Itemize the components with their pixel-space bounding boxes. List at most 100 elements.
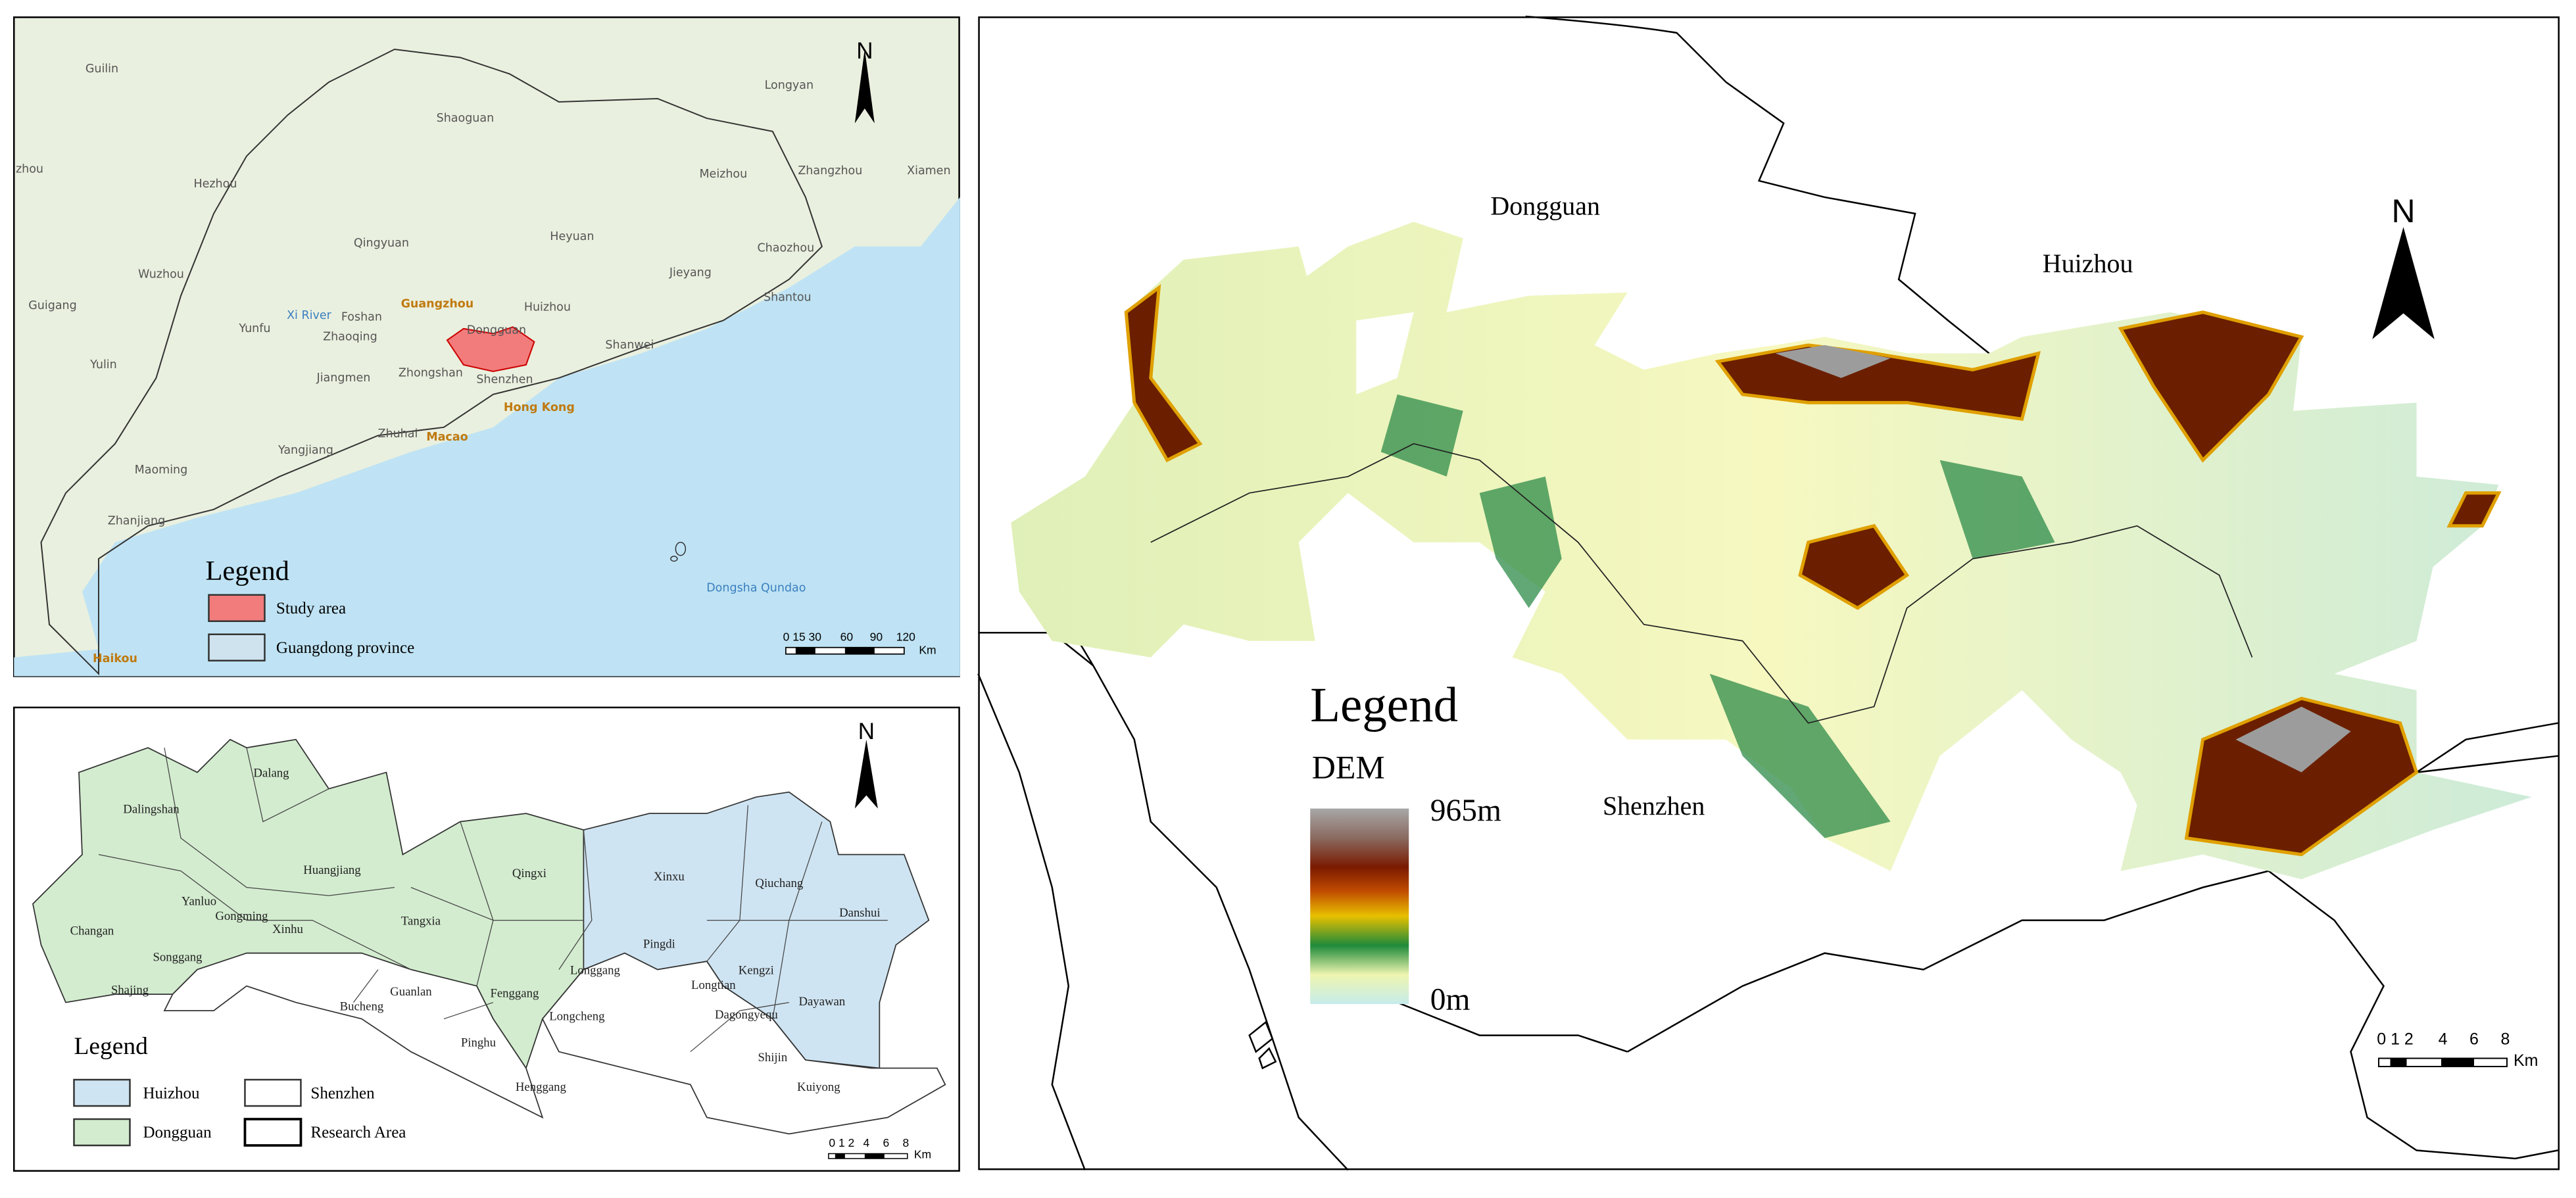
map-label: Legend [205, 556, 289, 587]
map-label: Hezhou [193, 178, 237, 191]
legend-swatch [73, 1078, 131, 1107]
map-label: Longtian [691, 978, 736, 992]
dem-slopes [1380, 394, 2055, 838]
district-borders [98, 748, 888, 1053]
legend-swatch [208, 594, 266, 622]
map-label: Shaoguan [437, 112, 495, 125]
map-label: 90 [870, 630, 883, 643]
map-label: Study area [276, 600, 346, 617]
map-label: Guanlan [390, 985, 432, 999]
map-shape [795, 647, 815, 654]
north-arrow [854, 49, 875, 124]
map-shape [1356, 312, 1414, 395]
map-label: Shanwei [605, 339, 654, 352]
map-label: Xiamen [907, 164, 950, 178]
map-label: N [858, 719, 875, 744]
map-label: Wuzhou [138, 268, 184, 281]
map-label: Dongsha Qundao [706, 582, 806, 595]
north-arrow [854, 739, 878, 809]
boundary-line [1150, 443, 2253, 724]
map-shape [2441, 1058, 2475, 1067]
map-label: Guangdong province [276, 639, 414, 657]
map-label: Meizhou [699, 168, 747, 181]
map-label: Macao [426, 431, 468, 444]
map-label: Km [919, 643, 936, 656]
legend-swatch [243, 1118, 303, 1147]
map-shape [844, 647, 875, 654]
map-shape [2390, 1058, 2407, 1067]
map-label: Huizhou [524, 300, 571, 314]
map-label: Shenzhen [476, 373, 533, 386]
map-label: Guilin [85, 62, 118, 76]
map-label: DEM [1312, 749, 1385, 786]
map-label: Longgang [570, 963, 621, 977]
map-label: Qiuchang [755, 876, 803, 890]
map-label: Shajing [111, 983, 149, 997]
map-label: Gongming [215, 909, 268, 923]
map-label: 0m [1430, 982, 1470, 1017]
map-shape [864, 1153, 885, 1159]
map-label: Danshui [839, 906, 880, 920]
map-label: Pingdi [643, 937, 675, 951]
map-shape [670, 556, 678, 562]
map-label: Shijin [758, 1051, 787, 1065]
map-label: Kengzi [739, 963, 774, 977]
map-label: N [856, 38, 873, 64]
map-label: Foshan [341, 310, 382, 323]
map-label: Qingyuan [354, 237, 409, 250]
dem-color-ramp [1310, 808, 1409, 1005]
map-label: Jiangmen [316, 371, 371, 385]
map-label: Yanluo [182, 894, 216, 908]
map-label: Maoming [135, 464, 188, 477]
province-outline [40, 48, 823, 676]
map-label: Changan [70, 924, 114, 938]
map-label: Km [2514, 1051, 2538, 1070]
legend-swatch [73, 1118, 131, 1147]
map-label: Longyan [765, 79, 814, 92]
sea [14, 197, 960, 677]
map-label: Chaozhou [757, 241, 814, 254]
map-label: Heyuan [550, 230, 594, 243]
map-label: 4 [863, 1136, 869, 1149]
map-label: 60 [840, 630, 854, 643]
map-label: Xinhu [272, 922, 303, 936]
map-label: Dongguan [467, 323, 526, 337]
map-label: Tangxia [401, 914, 441, 928]
map-shape [1775, 345, 2351, 773]
map-label: Huizhou [2043, 249, 2133, 278]
map-label: Km [914, 1148, 931, 1161]
shenzhen-area [163, 952, 946, 1135]
legend-swatch [208, 633, 266, 661]
map-label: 6 [2469, 1030, 2479, 1049]
map-label: 965m [1430, 794, 1501, 828]
study-area [446, 326, 535, 372]
map-label: Hong Kong [504, 401, 575, 414]
map-label: zhou [16, 162, 43, 176]
map-label: Shenzhen [310, 1084, 375, 1102]
map-label: 6 [883, 1136, 889, 1149]
map-label: Dalang [253, 766, 289, 780]
map-label: Shantou [764, 291, 812, 304]
map-label: Zhanjiang [108, 514, 165, 527]
map-shape [675, 542, 687, 556]
map-label: Dayawan [798, 995, 845, 1009]
map-label: Dalingshan [123, 802, 180, 816]
overview-panel: Guilin Longyan Shaoguan zhou Hezhou Meiz… [12, 16, 960, 677]
map-shape [1248, 1020, 1277, 1070]
map-label: Songgang [153, 950, 203, 964]
map-label: 0 15 30 [783, 630, 822, 643]
map-label: 0 1 2 [829, 1136, 854, 1149]
map-label: Jieyang [669, 266, 712, 279]
map-shape [835, 1153, 845, 1159]
map-label: Longcheng [549, 1009, 605, 1023]
district-panel: Dalang Dalingshan Huangjiang Qingxi Xinx… [12, 706, 960, 1172]
map-label: Guangzhou [401, 297, 474, 310]
map-label: Research Area [310, 1124, 406, 1141]
map-label: Zhuhai [378, 427, 418, 441]
map-label: Yunfu [238, 322, 270, 335]
map-label: 8 [902, 1136, 909, 1149]
map-label: Kuiyong [797, 1080, 840, 1094]
map-label: Dagongyequ [715, 1008, 778, 1022]
